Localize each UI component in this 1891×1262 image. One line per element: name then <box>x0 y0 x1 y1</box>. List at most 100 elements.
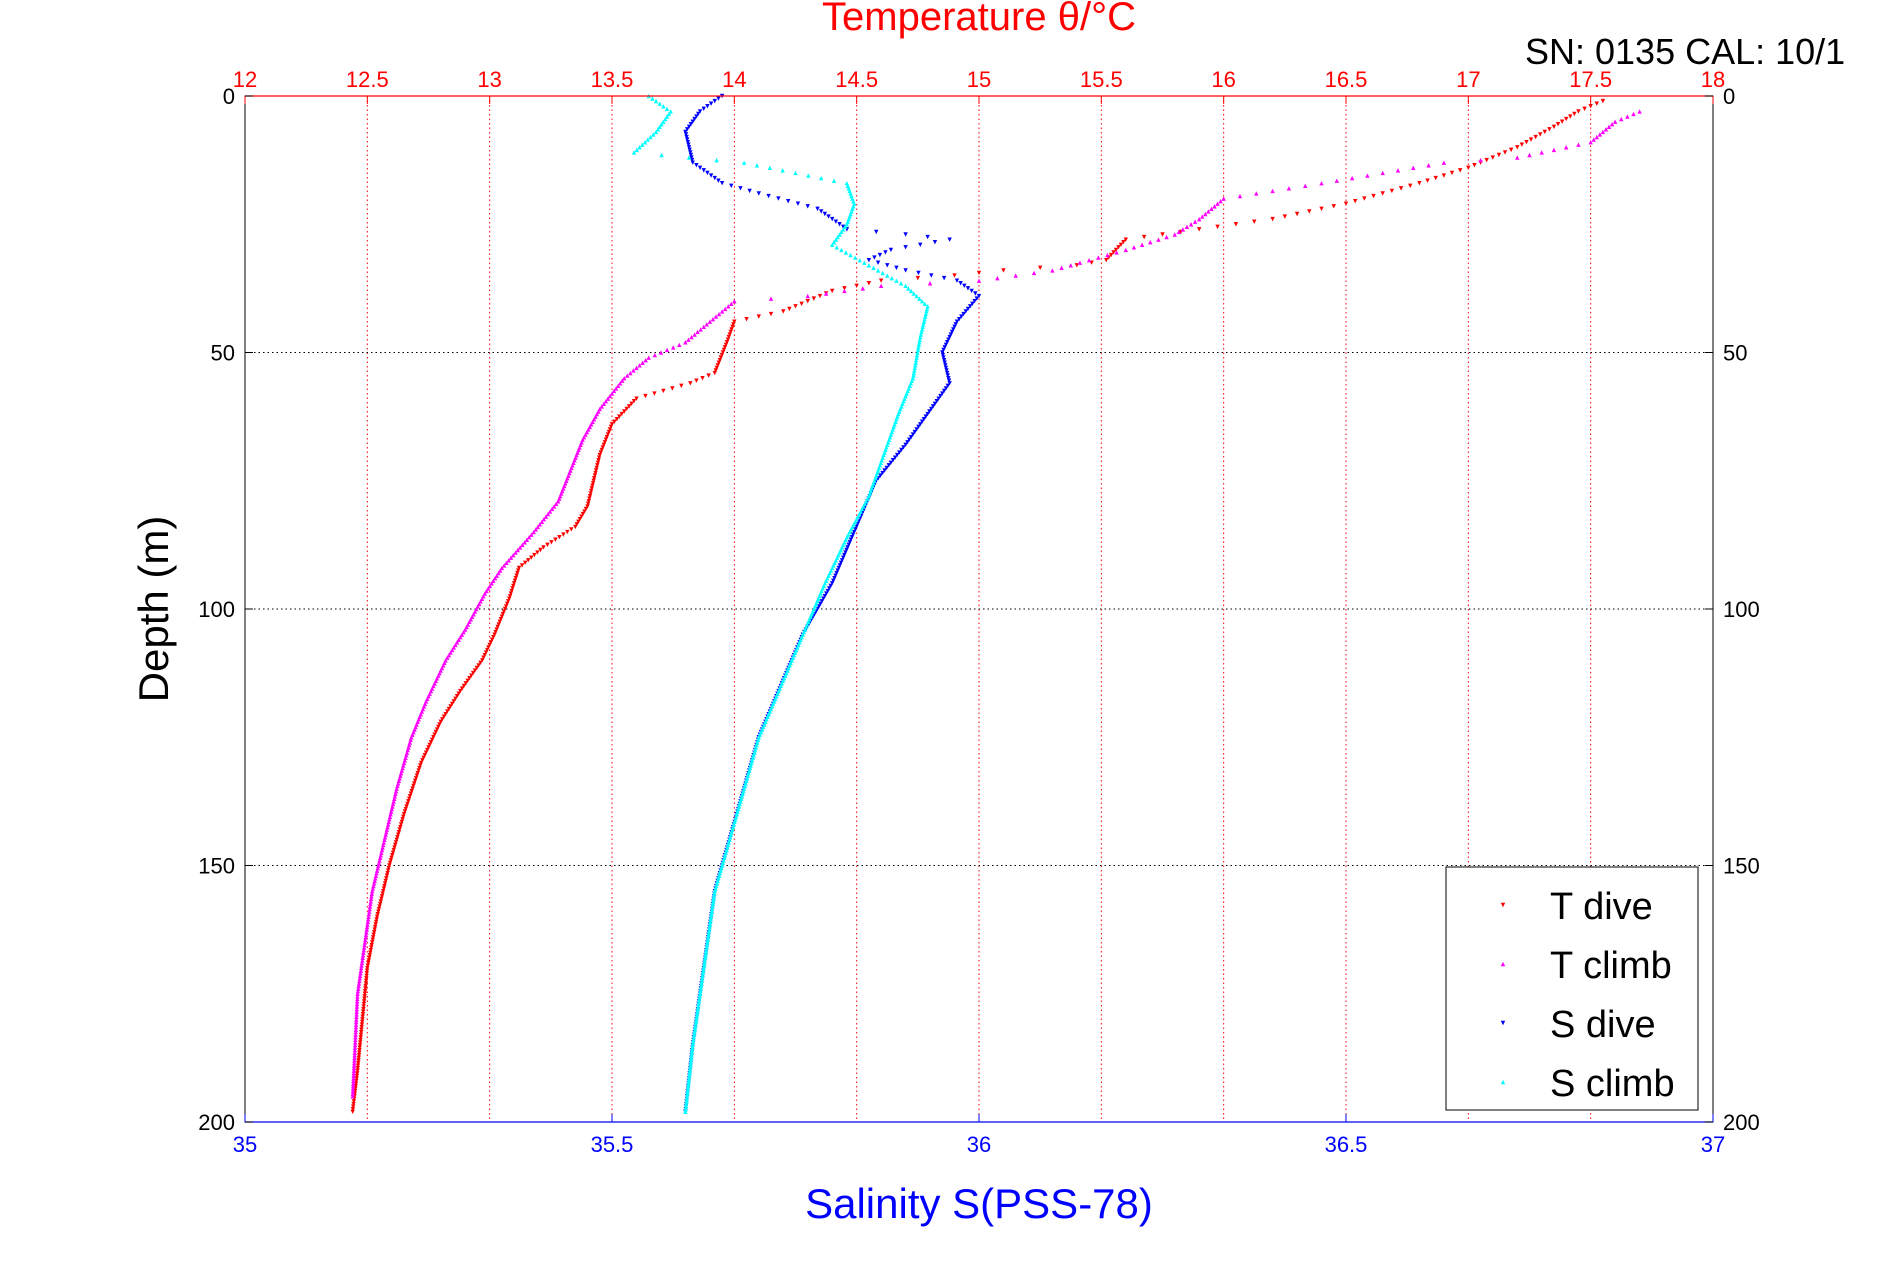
s-dive-point <box>686 124 692 129</box>
t-dive-point <box>360 1009 366 1014</box>
s-climb-point <box>917 340 922 345</box>
s-dive-point <box>837 222 842 227</box>
temperature-tick-label: 16.5 <box>1325 67 1368 92</box>
s-dive-point <box>945 373 951 378</box>
s-dive-point <box>849 534 855 540</box>
t-dive-point <box>1307 209 1312 214</box>
s-dive-point <box>965 286 971 291</box>
t-dive-point <box>385 870 390 876</box>
t-climb-point <box>1221 196 1226 201</box>
s-dive-point <box>716 96 721 101</box>
s-climb-point <box>685 1089 690 1094</box>
t-climb-point <box>1600 129 1606 135</box>
t-climb-point <box>358 971 363 976</box>
t-climb-point <box>354 1001 360 1007</box>
t-dive-point <box>593 470 598 476</box>
s-climb-point <box>692 1030 697 1035</box>
t-dive-point <box>350 1106 356 1112</box>
s-climb-point <box>684 1096 690 1102</box>
s-climb-point <box>699 978 705 984</box>
t-climb-point <box>367 909 372 914</box>
t-dive-point <box>1425 178 1430 183</box>
t-dive-point <box>1160 232 1165 237</box>
t-dive-point <box>1515 145 1520 150</box>
s-dive-point <box>795 201 801 206</box>
s-climb-point <box>694 1014 699 1020</box>
t-dive-point <box>793 304 798 309</box>
t-dive-point <box>382 883 387 889</box>
t-dive-point <box>390 850 396 855</box>
s-dive-point <box>716 178 721 183</box>
t-climb-point <box>388 809 394 814</box>
t-dive-point <box>510 586 515 591</box>
t-climb-point <box>1123 247 1128 253</box>
t-dive-point <box>437 722 442 727</box>
s-climb-point <box>664 114 670 119</box>
t-climb-point <box>351 1076 356 1081</box>
t-dive-point <box>359 1027 364 1032</box>
salinity-tick-label: 37 <box>1701 1132 1725 1157</box>
s-climb-point <box>689 1055 694 1061</box>
t-climb-point <box>365 922 370 927</box>
t-climb-point <box>365 917 371 922</box>
s-climb-point <box>693 1019 699 1025</box>
s-climb-point <box>841 227 846 232</box>
t-climb-point <box>1619 116 1624 122</box>
s-climb-point <box>659 152 664 158</box>
t-dive-point <box>661 388 666 394</box>
s-dive-point <box>696 111 701 117</box>
t-dive-point <box>1408 183 1413 188</box>
t-climb-point <box>445 655 450 660</box>
t-climb-point <box>722 306 728 312</box>
s-climb-point <box>692 1032 697 1037</box>
s-dive-point <box>907 437 912 442</box>
s-dive-point <box>959 314 964 319</box>
t-climb-point <box>1184 224 1190 230</box>
t-climb-point <box>1591 137 1596 142</box>
t-dive-point <box>569 527 574 532</box>
s-dive-point <box>936 396 941 401</box>
t-dive-point <box>493 629 498 635</box>
serial-calibration-annotation: SN: 0135 CAL: 10/1 <box>1525 31 1845 72</box>
s-dive-point <box>694 114 699 119</box>
t-dive-point <box>561 532 566 537</box>
t-dive-point <box>1490 155 1495 160</box>
t-climb-point <box>522 540 527 545</box>
t-climb-point <box>463 627 468 632</box>
t-climb-point <box>1303 183 1308 188</box>
s-climb-point <box>707 924 712 930</box>
s-dive-point <box>821 596 826 601</box>
t-dive-point <box>1508 147 1514 153</box>
t-climb-point <box>456 637 461 642</box>
legend-label-s-dive: S dive <box>1550 1004 1656 1046</box>
s-dive-point <box>841 555 846 560</box>
t-dive-point <box>670 386 675 391</box>
t-climb-point <box>1286 186 1292 191</box>
t-dive-point <box>619 411 624 417</box>
t-climb-point <box>537 522 543 527</box>
t-dive-point <box>718 355 724 360</box>
s-climb-point <box>916 342 922 348</box>
s-dive-point <box>918 422 923 427</box>
t-dive-point <box>470 670 476 676</box>
s-climb-point <box>924 309 929 314</box>
t-dive-point <box>720 350 726 355</box>
s-climb-point <box>696 999 702 1004</box>
s-dive-point <box>940 352 946 358</box>
s-climb-point <box>683 1106 688 1112</box>
t-dive-point <box>557 534 562 540</box>
t-climb-point <box>1086 257 1092 263</box>
s-dive-point <box>944 370 950 376</box>
s-climb-point <box>917 296 922 301</box>
t-dive-point <box>367 953 372 958</box>
s-dive-point <box>688 152 694 158</box>
t-dive-point <box>976 270 982 276</box>
t-dive-point <box>361 1004 366 1009</box>
s-climb-point <box>914 355 919 360</box>
t-climb-point <box>362 940 368 945</box>
t-climb-point <box>390 801 396 807</box>
s-dive-point <box>892 455 898 460</box>
t-climb-point <box>379 847 385 853</box>
t-climb-point <box>686 337 691 342</box>
t-dive-point <box>732 319 737 324</box>
